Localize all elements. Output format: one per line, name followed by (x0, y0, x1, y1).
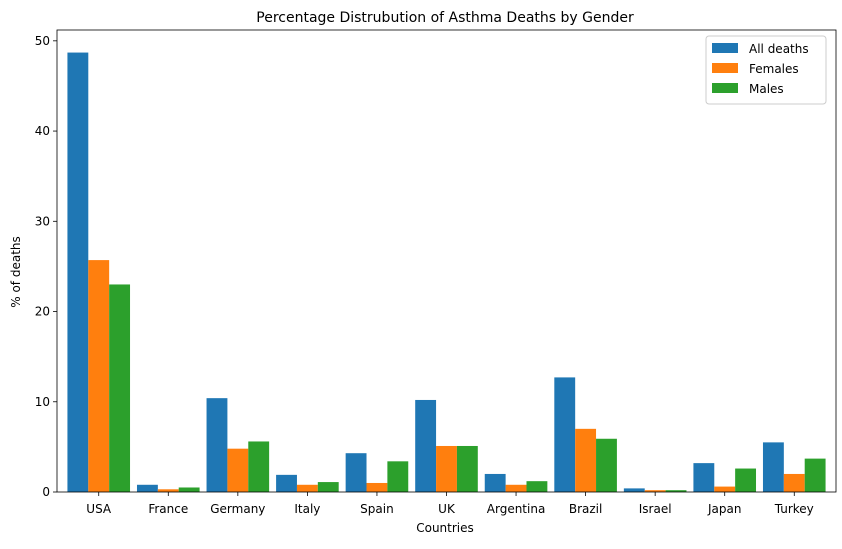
legend-swatch-males (712, 83, 738, 93)
bar-spain-females (366, 482, 388, 492)
x-axis-label: Countries (416, 521, 474, 535)
bar-usa-all-deaths (67, 52, 89, 492)
x-tick-label-turkey: Turkey (774, 502, 814, 516)
y-tick-label: 50 (35, 34, 50, 48)
x-tick-label-france: France (148, 502, 188, 516)
bar-germany-all-deaths (206, 398, 228, 492)
y-tick-label: 40 (35, 124, 50, 138)
bar-uk-females (436, 445, 457, 492)
bar-uk-males (456, 445, 478, 492)
bars-layer (67, 52, 826, 492)
x-tick-label-spain: Spain (360, 502, 394, 516)
bar-brazil-males (596, 438, 617, 492)
legend-label-all-deaths: All deaths (749, 42, 809, 56)
bar-usa-females (88, 260, 110, 492)
bar-israel-males (665, 490, 687, 492)
bar-france-males (178, 487, 200, 492)
x-tick-label-uk: UK (438, 502, 456, 516)
y-tick-label: 0 (42, 485, 50, 499)
x-tick-label-japan: Japan (707, 502, 741, 516)
bar-japan-all-deaths (693, 463, 715, 492)
bar-argentina-males (526, 481, 548, 492)
bar-france-all-deaths (136, 484, 158, 492)
bar-turkey-all-deaths (762, 442, 784, 492)
legend-label-males: Males (749, 82, 784, 96)
bar-france-females (157, 489, 179, 492)
axes-layer: 0 10 20 30 40 50 USA France Germany Italy Spain UK A… (35, 29, 837, 516)
legend-swatch-all-deaths (712, 43, 738, 53)
x-tick-label-israel: Israel (639, 502, 672, 516)
x-tick-label-germany: Germany (210, 502, 265, 516)
legend: All deaths Females Males (705, 35, 827, 105)
y-axis-label: % of deaths (9, 236, 23, 308)
bar-italy-all-deaths (276, 474, 297, 492)
y-tick-label: 20 (35, 305, 50, 319)
bar-argentina-all-deaths (484, 473, 506, 492)
bar-usa-males (109, 284, 131, 492)
y-tick-label: 30 (35, 214, 50, 228)
bar-israel-females (644, 490, 666, 492)
bar-germany-females (227, 448, 249, 492)
bar-spain-all-deaths (345, 453, 367, 492)
bar-italy-females (296, 484, 318, 492)
bar-japan-females (714, 486, 736, 492)
bar-turkey-females (783, 473, 805, 492)
x-tick-label-argentina: Argentina (487, 502, 546, 516)
bar-germany-males (248, 441, 270, 492)
bar-brazil-all-deaths (554, 377, 576, 492)
legend-swatch-females (712, 63, 738, 73)
bar-italy-males (317, 482, 339, 492)
legend-label-females: Females (749, 62, 799, 76)
x-tick-label-brazil: Brazil (569, 502, 603, 516)
bar-spain-males (387, 461, 409, 492)
bar-uk-all-deaths (415, 399, 437, 492)
bar-turkey-males (804, 458, 826, 492)
x-tick-label-usa: USA (86, 502, 112, 516)
bar-japan-males (735, 468, 757, 492)
bar-israel-all-deaths (623, 488, 645, 492)
chart-title: Percentage Distrubution of Asthma Deaths… (256, 10, 634, 26)
bar-brazil-females (575, 428, 597, 492)
bar-argentina-females (505, 484, 527, 492)
x-tick-label-italy: Italy (294, 502, 320, 516)
y-tick-label: 10 (35, 395, 50, 409)
